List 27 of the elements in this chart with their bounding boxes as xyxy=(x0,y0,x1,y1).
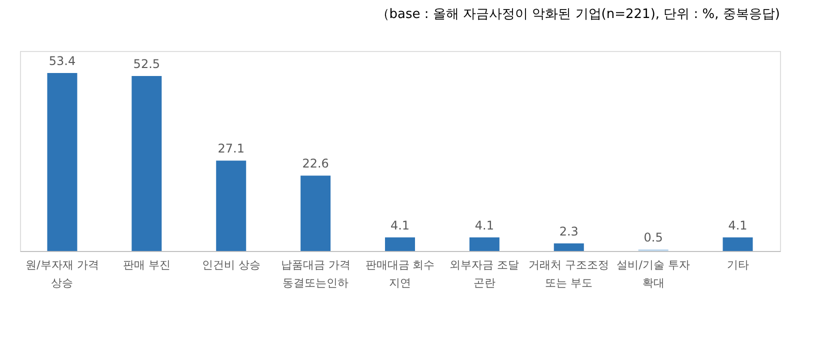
data-label: 0.5 xyxy=(644,230,663,244)
bar xyxy=(469,237,500,251)
data-label: 53.4 xyxy=(48,54,76,68)
bar xyxy=(132,76,162,251)
bar xyxy=(300,176,331,251)
data-label: 22.6 xyxy=(302,156,329,171)
x-tick-label: 거래처 구조조정 또는 부도 xyxy=(528,258,610,290)
x-tick-label: 판매대금 회수 지연 xyxy=(365,258,435,290)
data-label: 52.5 xyxy=(133,57,160,71)
x-tick-label: 외부자금 조달 곤란 xyxy=(450,258,520,290)
bar xyxy=(216,160,246,251)
data-label: 4.1 xyxy=(728,218,748,232)
x-tick-label: 판매 부진 xyxy=(122,258,170,272)
data-label: 4.1 xyxy=(474,218,494,232)
bar xyxy=(47,73,78,251)
bar xyxy=(722,237,753,251)
data-label: 4.1 xyxy=(390,218,410,232)
data-label: 27.1 xyxy=(218,142,244,156)
text: （base : 올해 자금사정이 악화된 기업(n=221), 단위 : %, 중복응답) xyxy=(376,7,780,22)
x-tick-label: 원/부자재 가격 상승 xyxy=(26,258,99,290)
x-tick-label: 인건비 상승 xyxy=(202,258,260,272)
x-tick-label: 기타 xyxy=(726,258,749,272)
data-label: 2.3 xyxy=(559,224,578,238)
bar xyxy=(385,237,415,251)
x-tick-label: 설비/기술 투자 확대 xyxy=(616,258,690,290)
x-tick-label: 납품대금 가격 동결또는인하 xyxy=(280,258,350,290)
bar xyxy=(554,243,584,251)
